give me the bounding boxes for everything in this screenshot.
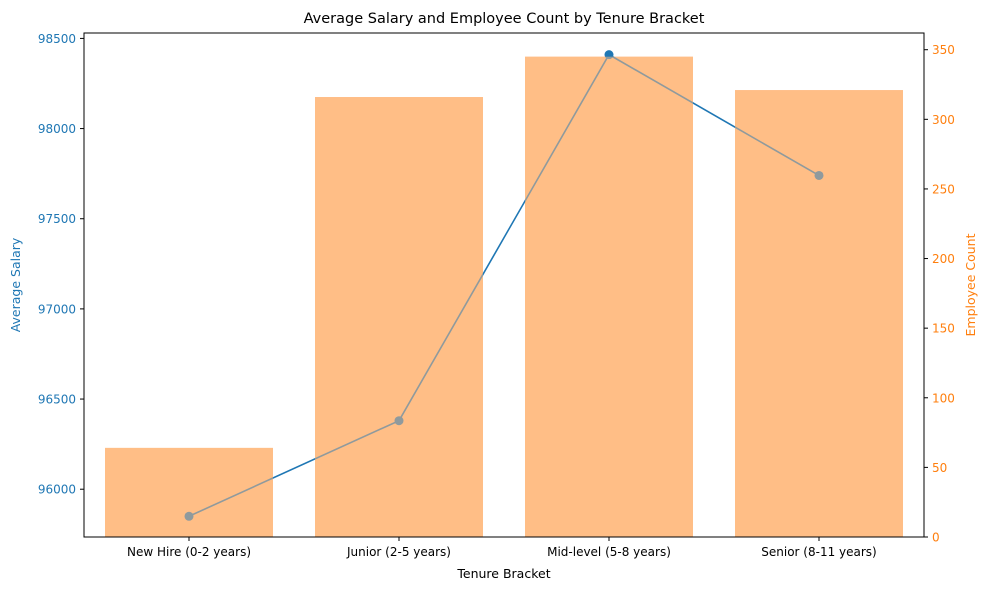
chart-title: Average Salary and Employee Count by Ten… (304, 11, 705, 27)
right-axis: 0 50 100 150 200 250 300 350 (924, 43, 955, 545)
bar-overlay (105, 447, 273, 537)
x-tick-label: Senior (8-11 years) (761, 545, 876, 559)
plot-frame (83, 32, 925, 538)
line-series (105, 50, 903, 538)
y-left-tick-label: 97000 (38, 302, 76, 316)
y-left-tick-label: 96500 (38, 393, 76, 407)
y-right-tick-label: 150 (932, 322, 955, 336)
x-tick-label: Junior (2-5 years) (346, 545, 451, 559)
y-left-tick-label: 97500 (38, 212, 76, 226)
y-left-tick-label: 98000 (38, 122, 76, 136)
y-axis-right-label: Employee Count (963, 233, 978, 336)
y-right-tick-label: 100 (932, 391, 955, 405)
y-left-tick-label: 98500 (38, 32, 76, 46)
x-axis-label: Tenure Bracket (456, 566, 550, 581)
y-right-tick-label: 350 (932, 43, 955, 57)
x-tick-label: New Hire (0-2 years) (127, 545, 251, 559)
bar-overlay (735, 90, 903, 537)
y-right-tick-label: 250 (932, 182, 955, 196)
y-right-tick-label: 300 (932, 113, 955, 127)
y-right-tick-label: 0 (932, 531, 940, 545)
y-right-tick-label: 200 (932, 252, 955, 266)
x-axis: New Hire (0-2 years) Junior (2-5 years) Mi… (127, 537, 877, 559)
bar-overlay (525, 56, 693, 537)
left-axis: 96000 96500 97000 97500 98000 98500 (38, 32, 84, 497)
line-path (188, 53, 820, 517)
y-axis-left-label: Average Salary (8, 237, 23, 332)
bar-overlay (315, 97, 483, 538)
y-left-tick-label: 96000 (38, 483, 76, 497)
x-tick-label: Mid-level (5-8 years) (547, 545, 671, 559)
y-right-tick-label: 50 (932, 461, 947, 475)
